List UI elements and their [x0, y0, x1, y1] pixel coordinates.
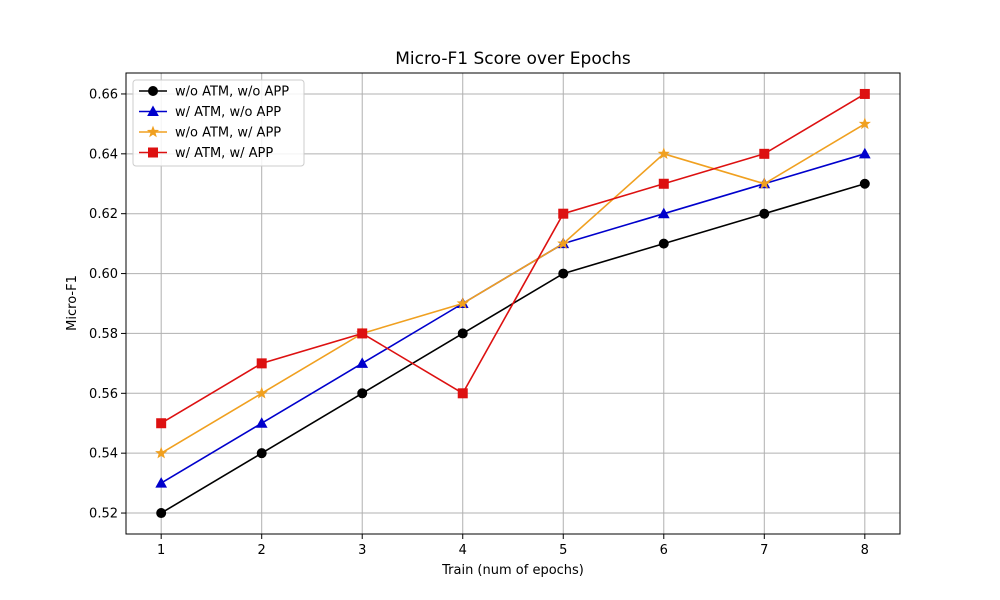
legend-box	[132, 79, 305, 167]
data-point	[357, 328, 368, 339]
legend-marker	[147, 105, 159, 116]
legend-item: w/o ATM, w/o APP	[139, 85, 289, 100]
legend-marker	[148, 147, 158, 158]
data-point	[156, 418, 167, 429]
data-point	[759, 148, 770, 159]
data-point	[658, 238, 669, 249]
data-point	[859, 88, 870, 99]
data-point	[255, 417, 268, 428]
series-3	[155, 117, 871, 459]
x-tick-label: 2	[258, 543, 266, 558]
x-tick-label: 4	[459, 543, 467, 558]
data-point	[557, 237, 570, 249]
y-tick-label: 0.62	[89, 207, 118, 222]
data-point	[657, 207, 670, 219]
data-point	[155, 477, 168, 488]
series-4	[156, 88, 870, 429]
series-line	[160, 153, 866, 484]
series-line	[160, 123, 866, 454]
x-tick-label: 8	[861, 543, 869, 558]
data-point	[256, 448, 267, 459]
data-point	[657, 147, 670, 160]
y-tick-label: 0.64	[89, 147, 118, 162]
legend-marker	[146, 125, 160, 138]
series-2	[155, 147, 871, 488]
data-point	[558, 268, 569, 279]
data-point	[256, 358, 267, 369]
series-1	[156, 178, 870, 519]
legend-label: w/ ATM, w/o APP	[175, 105, 281, 120]
y-tick-label: 0.58	[89, 327, 118, 342]
legend: w/o ATM, w/o APP w/ ATM, w/o APP w/o ATM, …	[132, 79, 305, 167]
data-point	[858, 147, 871, 159]
y-axis-label: Micro-F1	[65, 275, 80, 331]
y-tick-label: 0.60	[89, 267, 118, 282]
series-line	[160, 182, 866, 514]
data-point	[155, 446, 168, 459]
data-point	[759, 208, 770, 219]
data-point	[456, 297, 469, 309]
data-point	[558, 208, 569, 219]
legend-label: w/o ATM, w/o APP	[175, 85, 289, 100]
legend-label: w/ ATM, w/ APP	[175, 146, 273, 161]
x-tick-label: 6	[660, 543, 668, 558]
data-point	[859, 178, 870, 189]
series-lines	[155, 88, 871, 519]
data-point	[758, 177, 771, 189]
x-axis-label: Train (num of epochs)	[441, 563, 584, 578]
legend-item: w/ ATM, w/o APP	[139, 105, 281, 120]
x-tick-label: 1	[157, 543, 165, 558]
data-point	[255, 386, 268, 399]
data-point	[457, 388, 468, 399]
series-line	[160, 93, 866, 424]
data-point	[858, 117, 871, 130]
y-tick-label: 0.66	[89, 87, 118, 102]
legend-label: w/o ATM, w/ APP	[175, 126, 281, 141]
y-tick-label: 0.52	[89, 507, 118, 522]
legend-item: w/o ATM, w/ APP	[139, 126, 281, 141]
y-tick-label: 0.54	[89, 447, 118, 462]
data-point	[357, 388, 368, 399]
chart-title: Micro-F1 Score over Epochs	[395, 49, 631, 69]
data-point	[356, 357, 369, 368]
legend-item: w/ ATM, w/ APP	[139, 146, 273, 161]
x-tick-label: 3	[358, 543, 366, 558]
y-tick-label: 0.56	[89, 387, 118, 402]
data-point	[156, 508, 167, 519]
x-tick-label: 7	[760, 543, 768, 558]
axis-ticks: 1 2 3 4 5 6 7 8 0.52 0.54 0.56 0.58 0.60 0.62 0.64 0.66	[89, 87, 869, 558]
data-point	[457, 328, 468, 339]
data-point	[658, 178, 669, 189]
x-tick-label: 5	[559, 543, 567, 558]
plot-area-frame	[125, 72, 901, 535]
legend-marker	[148, 86, 158, 96]
